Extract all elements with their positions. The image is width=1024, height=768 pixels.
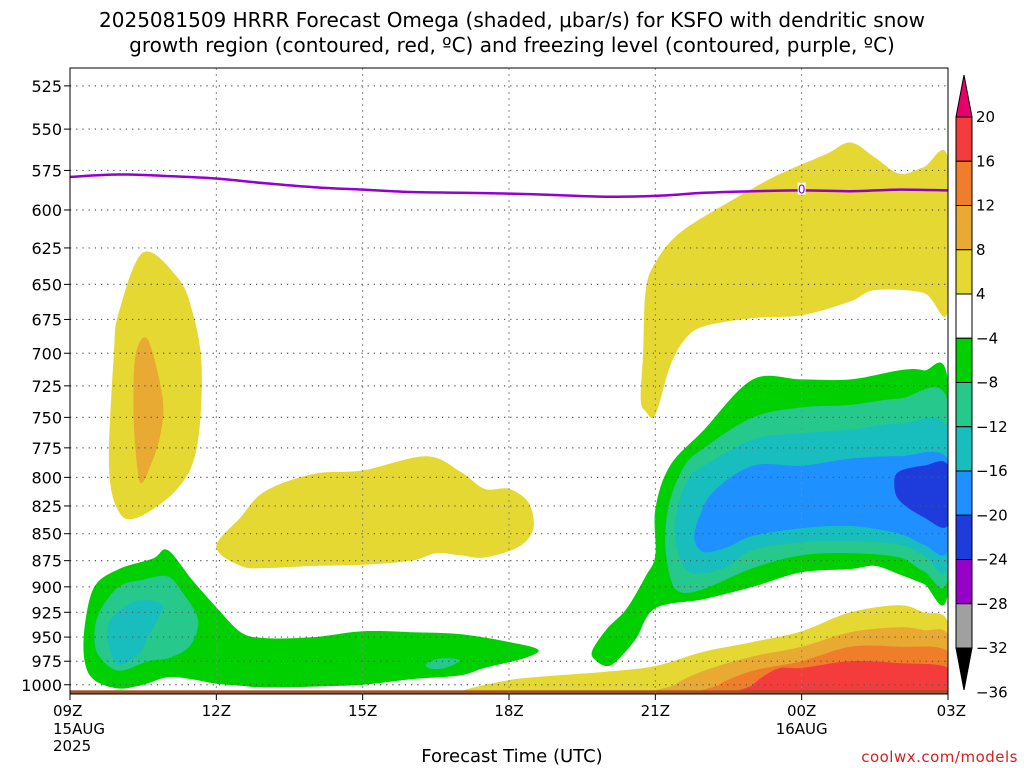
x-tick-label-21Z: 21Z [641, 702, 670, 720]
colorbar-label-4: 4 [976, 285, 986, 303]
y-tick-label-775: 775 [31, 439, 62, 458]
omega-region-1 [133, 337, 164, 484]
omega-region-7 [425, 658, 461, 670]
colorbar-label-3: 8 [976, 241, 986, 259]
colorbar-swatch-5 [955, 293, 973, 339]
colorbar-swatch-7 [955, 382, 973, 428]
freezing-level-label-bg [797, 182, 806, 195]
freezing-level-label: 0 [798, 183, 806, 197]
colorbar-label-9: −20 [976, 506, 1008, 524]
colorbar-swatch-3 [955, 205, 973, 251]
x-tick-label-09Z: 09Z [53, 702, 82, 720]
colorbar-swatch-1 [955, 116, 973, 162]
colorbar-swatch-8 [955, 426, 973, 472]
colorbar-label-12: −32 [976, 639, 1008, 657]
x-tick-label-15Z: 15Z [348, 702, 377, 720]
colorbar-swatch-2 [955, 160, 973, 206]
omega-region-6 [107, 600, 164, 665]
colorbar-swatch-12 [955, 603, 973, 649]
y-tick-label-875: 875 [31, 552, 62, 571]
y-tick-label-850: 850 [31, 525, 62, 544]
y-tick-label-975: 975 [31, 652, 62, 671]
y-tick-label-525: 525 [31, 77, 62, 96]
y-tick-label-900: 900 [31, 578, 62, 597]
x-tick-sublabel-00Z-0: 16AUG [776, 720, 828, 738]
source-credit: coolwx.com/models [861, 748, 1018, 766]
y-tick-label-600: 600 [31, 201, 62, 220]
x-tick-label-12Z: 12Z [202, 702, 231, 720]
x-axis-label: Forecast Time (UTC) [421, 746, 603, 767]
omega-region-4 [83, 549, 539, 689]
omega-shading-layer [70, 142, 948, 694]
y-tick-label-825: 825 [31, 497, 62, 516]
omega-region-2 [216, 456, 534, 569]
y-tick-label-1000: 1000 [21, 676, 62, 695]
y-tick-label-550: 550 [31, 120, 62, 139]
chart-title-line-2: growth region (contoured, red, ºC) and f… [129, 33, 895, 57]
y-axis: 525 550 575 600 625 650 675 700 725 750 775 800 825 8… [21, 77, 70, 695]
chart-title-line-1: 2025081509 HRRR Forecast Omega (shaded, … [99, 8, 925, 32]
x-tick-label-00Z: 00Z [787, 702, 816, 720]
colorbar-label-13: −36 [976, 683, 1008, 701]
colorbar-swatch-9 [955, 470, 973, 516]
colorbar-bottom-arrow [955, 647, 973, 691]
colorbar-label-7: −12 [976, 418, 1008, 436]
colorbar-swatch-10 [955, 514, 973, 560]
freezing-level-layer: 0 [69, 173, 949, 199]
colorbar-label-1: 16 [976, 152, 995, 170]
omega-region-3 [640, 142, 948, 418]
colorbar-swatch-4 [955, 249, 973, 295]
x-tick-sublabel-09Z-0: 15AUG [53, 720, 105, 738]
colorbar-swatch-11 [955, 559, 973, 605]
y-tick-label-725: 725 [31, 377, 62, 396]
y-tick-label-675: 675 [31, 310, 62, 329]
colorbar-swatch-6 [955, 337, 973, 383]
omega-region-11 [694, 451, 948, 556]
y-tick-label-575: 575 [31, 161, 62, 180]
y-tick-label-700: 700 [31, 344, 62, 363]
colorbar-label-8: −16 [976, 462, 1008, 480]
x-tick-label-18Z: 18Z [494, 702, 523, 720]
y-tick-label-750: 750 [31, 408, 62, 427]
y-tick-label-650: 650 [31, 275, 62, 294]
grid-layer [70, 68, 948, 694]
omega-region-16 [737, 661, 948, 694]
y-tick-label-625: 625 [31, 239, 62, 258]
colorbar-label-2: 12 [976, 197, 995, 215]
colorbar-label-6: −8 [976, 374, 998, 392]
colorbar-label-10: −24 [976, 551, 1008, 569]
y-tick-label-800: 800 [31, 468, 62, 487]
colorbar-label-5: −4 [976, 329, 998, 347]
y-tick-label-925: 925 [31, 603, 62, 622]
chart-title: 2025081509 HRRR Forecast Omega (shaded, … [0, 8, 1024, 58]
colorbar-legend: 20 16 12 8 4 −4 −8 −12 −16 −20 −24 −28 −32 −36 [955, 74, 1008, 701]
x-tick-sublabel-09Z-1: 2025 [53, 737, 91, 755]
x-tick-label-03Z: 03Z [937, 702, 966, 720]
y-tick-label-950: 950 [31, 628, 62, 647]
colorbar-label-0: 20 [976, 108, 995, 126]
colorbar-top-arrow [955, 74, 973, 118]
colorbar-label-11: −28 [976, 595, 1008, 613]
